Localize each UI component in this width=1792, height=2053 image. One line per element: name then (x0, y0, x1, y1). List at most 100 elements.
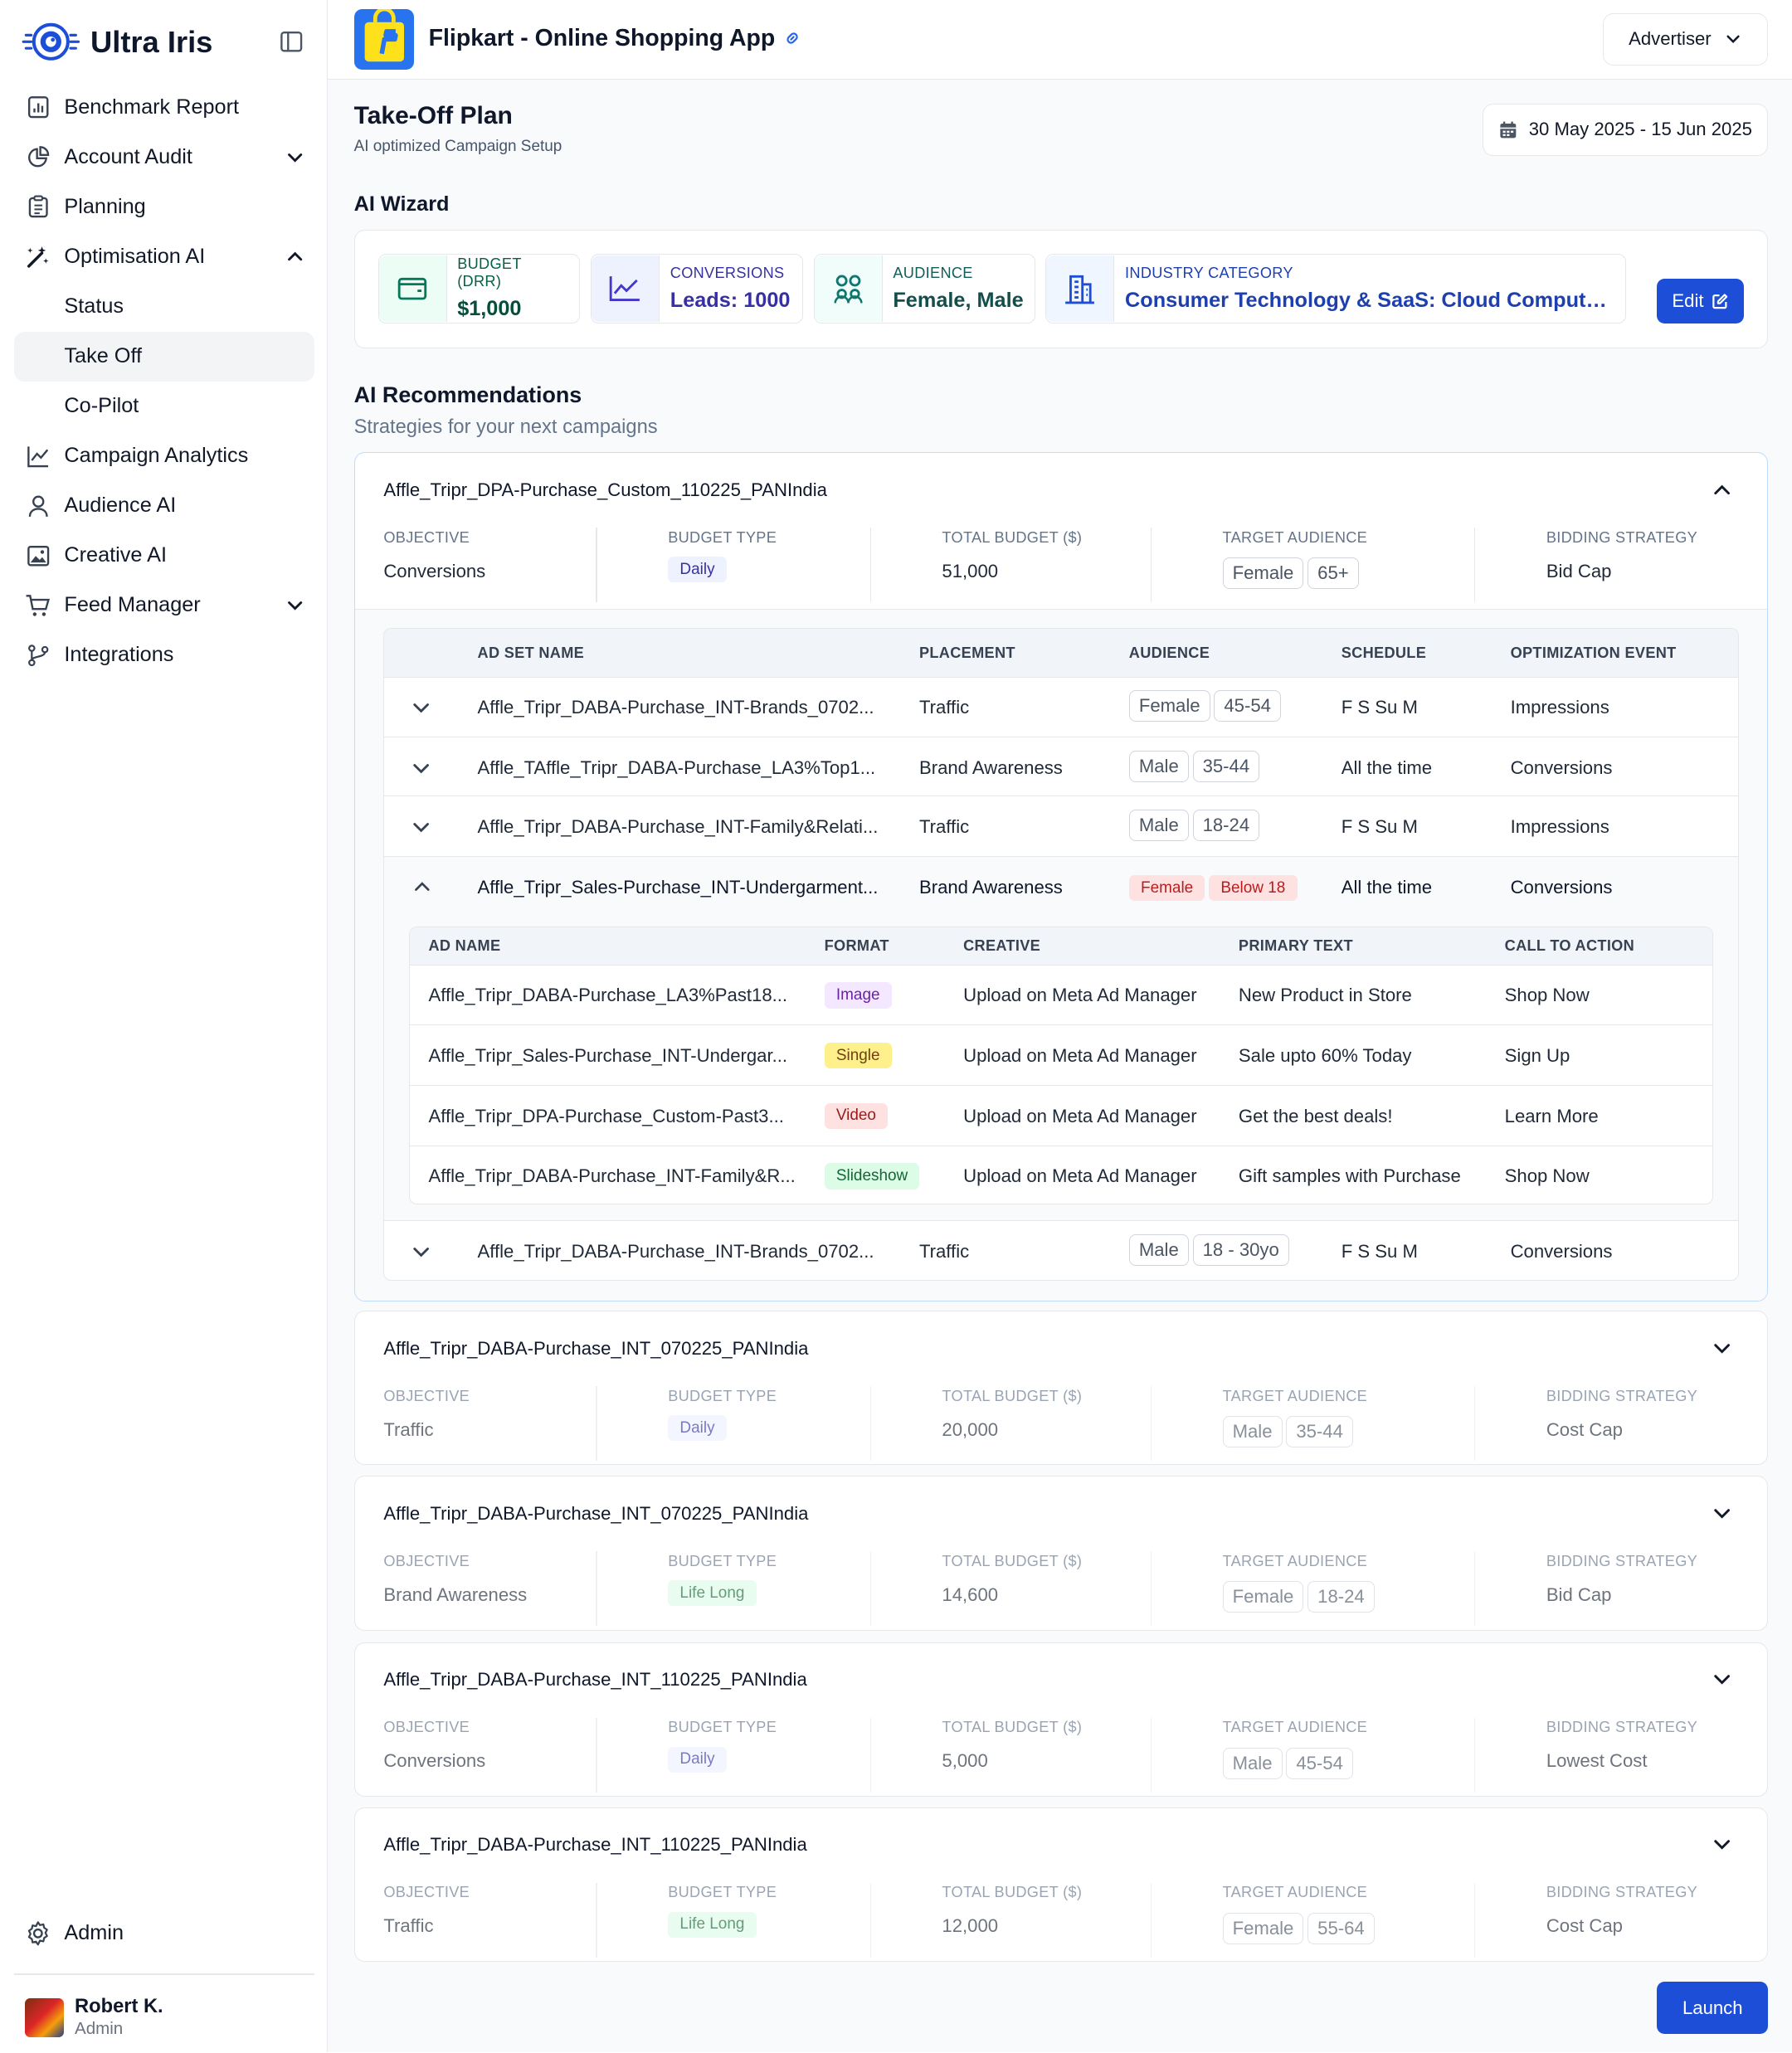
target-audience-label: TARGET AUDIENCE (1222, 1884, 1368, 1901)
total-budget-value: 51,000 (942, 560, 999, 581)
date-range-text: 30 May 2025 - 15 Jun 2025 (1528, 119, 1752, 140)
adset-schedule: All the time (1341, 876, 1433, 898)
table-row[interactable]: Affle_Tripr_DABA-Purchase_LA3%Past18... … (410, 966, 1713, 1026)
adset-audience: Female 45-54 (1128, 690, 1285, 722)
chevron-down-icon[interactable] (1712, 1338, 1732, 1359)
bidding-label: BIDDING STRATEGY (1546, 1387, 1698, 1404)
chevron-up-icon[interactable] (412, 877, 432, 897)
table-row[interactable]: Affle_Tripr_DPA-Purchase_Custom-Past3...… (410, 1086, 1713, 1146)
bidding-value: Lowest Cost (1546, 1750, 1648, 1772)
table-row[interactable]: Affle_Tripr_DABA-Purchase_INT-Brands_070… (384, 1221, 1738, 1280)
audience-pill: Female (1222, 1581, 1304, 1613)
total-budget-label: TOTAL BUDGET ($) (942, 528, 1083, 546)
chevron-down-icon[interactable] (1712, 1503, 1732, 1524)
advertiser-dropdown[interactable]: Advertiser (1603, 12, 1769, 66)
launch-button[interactable]: Launch (1657, 1981, 1769, 2035)
table-row[interactable]: Affle_Tripr_DABA-Purchase_INT-Family&Rel… (384, 796, 1739, 858)
sidebar-item-audience-ai[interactable]: Audience AI (14, 481, 314, 531)
total-budget-value: 5,000 (942, 1750, 988, 1772)
chevron-down-icon[interactable] (1712, 1834, 1732, 1855)
sidebar-item-creative-ai[interactable]: Creative AI (14, 531, 314, 581)
campaign-name[interactable]: Affle_Tripr_DABA-Purchase_INT_110225_PAN… (383, 1834, 807, 1856)
git-branch-icon (25, 642, 51, 669)
col-format: FORMAT (824, 937, 889, 955)
adset-table-header: AD SET NAME PLACEMENT AUDIENCE SCHEDULE … (384, 629, 1739, 678)
admin-link[interactable]: Admin (14, 1908, 314, 1958)
chevron-down-icon[interactable] (285, 147, 305, 168)
avatar[interactable] (25, 1997, 65, 2038)
sidebar-item-take-off[interactable]: Take Off (14, 331, 315, 382)
bidding-label: BIDDING STRATEGY (1546, 1719, 1698, 1736)
ad-cta: Shop Now (1504, 1165, 1590, 1187)
audience-pill: Female (1222, 557, 1304, 589)
adset-name: Affle_Tripr_Sales-Purchase_INT-Undergarm… (477, 876, 879, 898)
table-row[interactable]: Affle_Tripr_DABA-Purchase_INT-Brands_070… (384, 678, 1739, 738)
audience-pill: Female (1222, 1913, 1304, 1944)
chevron-down-icon (1726, 35, 1741, 44)
budget-type-badge: Daily (668, 1746, 727, 1773)
sidebar-item-campaign-analytics[interactable]: Campaign Analytics (14, 431, 314, 481)
table-row[interactable]: Affle_Tripr_Sales-Purchase_INT-Undergar.… (410, 1025, 1713, 1087)
table-row[interactable]: Affle_Tripr_Sales-Purchase_INT-Undergarm… (384, 857, 1738, 917)
sidebar-item-admin[interactable]: Admin (14, 1908, 314, 1958)
chevron-up-icon[interactable] (1712, 479, 1732, 500)
adset-schedule: F S Su M (1341, 1241, 1418, 1262)
sidebar-item-planning[interactable]: Planning (14, 182, 314, 232)
objective-label: OBJECTIVE (383, 1884, 470, 1901)
objective-value: Conversions (383, 1750, 486, 1772)
chevron-down-icon[interactable] (411, 816, 431, 837)
ad-name: Affle_Tripr_Sales-Purchase_INT-Undergar.… (428, 1045, 788, 1067)
sidebar-item-optimisation-ai[interactable]: Optimisation AI (14, 232, 314, 282)
audience-pill: Male (1128, 1234, 1189, 1266)
campaign-name[interactable]: Affle_Tripr_DPA-Purchase_Custom_110225_P… (383, 479, 827, 500)
sidebar-item-status[interactable]: Status (14, 282, 314, 332)
divider (1150, 1717, 1152, 1793)
table-row[interactable]: Affle_Tripr_DABA-Purchase_INT-Family&R..… (410, 1146, 1712, 1204)
campaign-name[interactable]: Affle_Tripr_DABA-Purchase_INT_110225_PAN… (383, 1669, 807, 1691)
format-badge: Single (824, 1042, 892, 1069)
industry-chip: INDUSTRY CATEGORY Consumer Technology & S… (1045, 253, 1627, 324)
date-range-picker[interactable]: 30 May 2025 - 15 Jun 2025 (1482, 103, 1769, 156)
campaign-name[interactable]: Affle_Tripr_DABA-Purchase_INT_070225_PAN… (383, 1502, 809, 1524)
sidebar-item-account-audit[interactable]: Account Audit (14, 133, 314, 182)
sidebar-item-integrations[interactable]: Integrations (14, 630, 314, 680)
chevron-down-icon[interactable] (411, 697, 431, 718)
adset-name: Affle_Tripr_DABA-Purchase_INT-Brands_070… (477, 1241, 874, 1262)
target-audience-label: TARGET AUDIENCE (1222, 528, 1368, 546)
sidebar-item-feed-manager[interactable]: Feed Manager (14, 581, 314, 630)
chevron-down-icon[interactable] (411, 757, 431, 778)
edit-icon (1712, 293, 1728, 309)
main-content: Flipkart - Online Shopping App Advertise… (328, 0, 1792, 2053)
sidebar-item-label: Integrations (64, 643, 174, 667)
divider (596, 1882, 597, 1958)
chevron-down-icon[interactable] (1712, 1669, 1732, 1690)
bidding-value: Bid Cap (1546, 1584, 1612, 1605)
link-icon[interactable] (783, 29, 801, 47)
sidebar-item-benchmark-report[interactable]: Benchmark Report (14, 83, 314, 133)
trend-chart-icon (591, 255, 660, 323)
adset-schedule: All the time (1341, 757, 1433, 779)
ad-creative: Upload on Meta Ad Manager (963, 985, 1197, 1006)
target-audience-pills: Male 45-54 (1222, 1748, 1357, 1779)
gear-icon (25, 1920, 51, 1947)
sidebar-item-co-pilot[interactable]: Co-Pilot (14, 382, 314, 431)
divider (596, 528, 597, 603)
chevron-down-icon[interactable] (411, 1241, 431, 1262)
divider (1473, 528, 1476, 603)
chevron-down-icon[interactable] (285, 595, 305, 615)
sidebar-toggle-icon[interactable] (280, 30, 303, 53)
campaign-card: Affle_Tripr_DABA-Purchase_INT_070225_PAN… (353, 1311, 1769, 1466)
user-profile[interactable]: Robert K. Admin (25, 1996, 163, 2039)
sidebar-item-label: Planning (64, 195, 146, 219)
chevron-up-icon[interactable] (285, 246, 305, 267)
col-primary-text: PRIMARY TEXT (1238, 937, 1353, 955)
cart-icon (25, 592, 51, 619)
edit-button[interactable]: Edit (1656, 278, 1745, 324)
logo[interactable]: Ultra Iris (21, 21, 212, 63)
campaign-name[interactable]: Affle_Tripr_DABA-Purchase_INT_070225_PAN… (383, 1337, 809, 1359)
budget-type-label: BUDGET TYPE (668, 528, 777, 546)
audience-pill: Male (1128, 810, 1189, 841)
table-row[interactable]: Affle_TAffle_Tripr_DABA-Purchase_LA3%Top… (384, 737, 1739, 797)
budget-type-badge: Life Long (668, 1911, 757, 1939)
adset-event: Conversions (1510, 876, 1613, 898)
